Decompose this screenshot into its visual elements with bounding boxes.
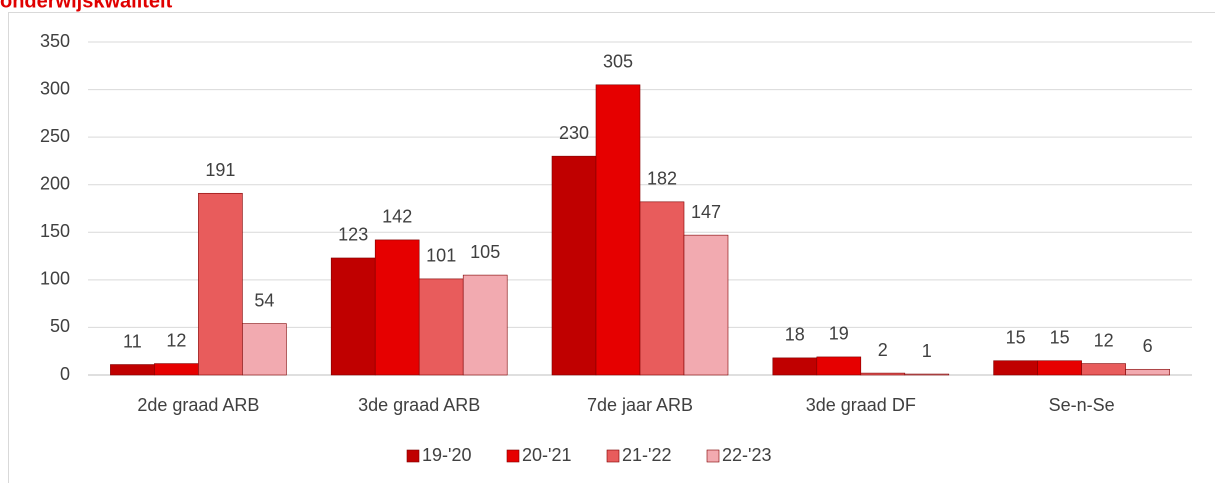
data-label: 19 (829, 324, 849, 344)
chart-title: onderwijskwaliteit (0, 0, 173, 12)
bar (198, 192, 243, 376)
bar (993, 360, 1038, 376)
data-label: 2 (878, 340, 888, 360)
bar (639, 201, 685, 376)
legend-label: 22-'23 (722, 445, 771, 465)
legend-swatch (406, 449, 420, 463)
bar (595, 84, 641, 376)
bar (154, 363, 199, 376)
y-tick-label: 300 (40, 78, 70, 98)
data-label: 101 (426, 246, 456, 266)
legend-swatch (706, 449, 720, 463)
data-label: 1 (922, 341, 932, 361)
bar (462, 274, 508, 376)
bar (683, 234, 729, 376)
data-label: 142 (382, 207, 412, 227)
y-tick-label: 350 (40, 31, 70, 51)
x-tick-label: 7de jaar ARB (587, 395, 693, 415)
data-label: 18 (785, 325, 805, 345)
y-tick-label: 0 (60, 364, 70, 384)
legend-label: 21-'22 (622, 445, 671, 465)
x-tick-label: 3de graad DF (806, 395, 916, 415)
bar (904, 373, 950, 376)
y-tick-label: 150 (40, 221, 70, 241)
x-tick-label: 2de graad ARB (137, 395, 259, 415)
y-tick-label: 100 (40, 269, 70, 289)
bar (772, 357, 818, 376)
data-label: 15 (1050, 327, 1070, 347)
data-label: 123 (338, 225, 368, 245)
legend-label: 20-'21 (522, 445, 571, 465)
data-label: 230 (559, 123, 589, 143)
x-tick-label: Se-n-Se (1049, 395, 1115, 415)
chart-frame (8, 12, 1215, 483)
bar (860, 372, 906, 376)
y-tick-label: 200 (40, 173, 70, 193)
y-tick-label: 250 (40, 126, 70, 146)
bar (551, 155, 597, 376)
bar (418, 278, 464, 376)
data-label: 11 (123, 331, 142, 351)
data-label: 105 (470, 242, 500, 262)
bar (330, 257, 376, 376)
y-tick-label: 50 (50, 316, 70, 336)
bar (1081, 363, 1126, 376)
data-label: 54 (254, 290, 274, 310)
data-label: 182 (647, 169, 677, 189)
legend-swatch (506, 449, 520, 463)
data-label: 147 (691, 202, 721, 222)
data-label: 305 (603, 52, 633, 72)
data-label: 191 (205, 160, 235, 180)
bar (110, 364, 155, 376)
legend-swatch (606, 449, 620, 463)
bar (242, 323, 287, 376)
data-label: 15 (1006, 327, 1026, 347)
bar (816, 356, 862, 376)
bar (374, 239, 420, 376)
legend-label: 19-'20 (422, 445, 471, 465)
bar (1037, 360, 1082, 376)
x-tick-label: 3de graad ARB (358, 395, 480, 415)
data-label: 6 (1143, 336, 1153, 356)
data-label: 12 (166, 330, 186, 350)
data-label: 12 (1094, 330, 1114, 350)
bar (1125, 368, 1170, 376)
